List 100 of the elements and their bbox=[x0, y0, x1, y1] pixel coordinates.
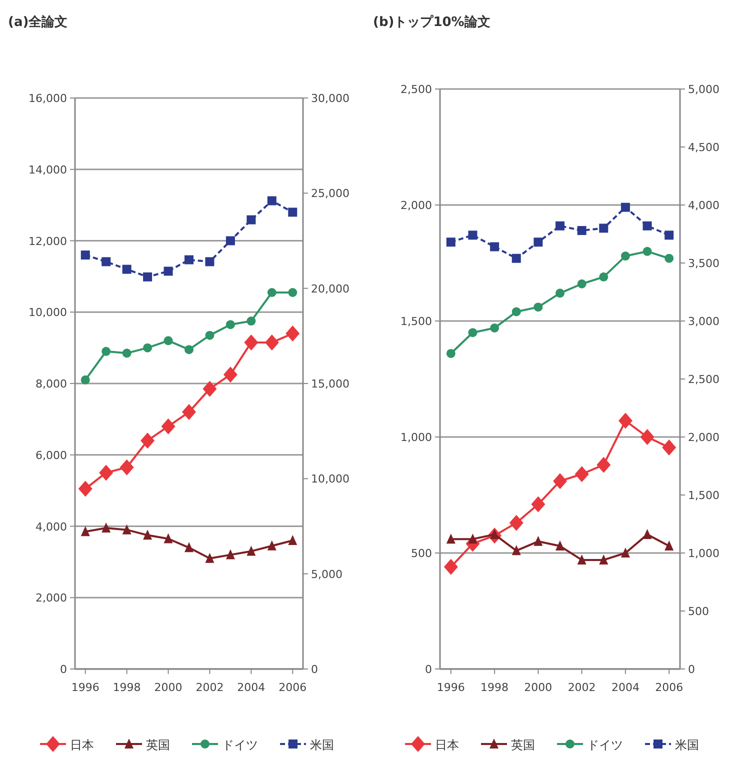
y2-tick-label: 3,000 bbox=[688, 315, 720, 328]
point bbox=[267, 196, 276, 206]
point bbox=[140, 432, 155, 449]
y-tick-label: 500 bbox=[411, 547, 432, 560]
y2-tick-label: 4,000 bbox=[688, 199, 720, 212]
y2-tick-label: 15,000 bbox=[311, 378, 350, 390]
chart-title: (b)トップ10%論文 bbox=[373, 14, 490, 30]
point bbox=[642, 528, 652, 539]
x-tick-label: 2006 bbox=[655, 681, 684, 694]
y-tick-label: 2,000 bbox=[36, 592, 67, 605]
y2-tick-label: 5,000 bbox=[688, 83, 720, 96]
point bbox=[599, 554, 608, 564]
point bbox=[468, 328, 478, 338]
legend-label: 日本 bbox=[70, 738, 94, 752]
legend-label: 米国 bbox=[310, 738, 334, 752]
point bbox=[164, 533, 173, 544]
point bbox=[620, 202, 630, 212]
point bbox=[205, 552, 214, 563]
y2-tick-label: 1,500 bbox=[688, 489, 720, 502]
point bbox=[80, 526, 90, 536]
y2-tick-label: 10,000 bbox=[311, 472, 350, 486]
y2-tick-label: 3,500 bbox=[688, 257, 720, 270]
point bbox=[444, 558, 458, 575]
point bbox=[184, 345, 194, 354]
x-tick-label: 2004 bbox=[237, 681, 266, 694]
point bbox=[80, 375, 90, 384]
point bbox=[556, 288, 564, 298]
point bbox=[205, 330, 214, 340]
point bbox=[534, 302, 543, 312]
legend-label: 英国 bbox=[511, 738, 535, 752]
point bbox=[246, 215, 256, 224]
point bbox=[599, 272, 608, 282]
y2-tick-label: 500 bbox=[688, 605, 709, 618]
point bbox=[143, 272, 152, 282]
point bbox=[512, 545, 521, 556]
point bbox=[226, 236, 235, 246]
y2-tick-label: 0 bbox=[311, 663, 318, 676]
x-tick-label: 1998 bbox=[480, 681, 509, 694]
point bbox=[99, 464, 114, 481]
point bbox=[640, 429, 654, 445]
point bbox=[161, 418, 176, 434]
point bbox=[102, 257, 111, 266]
point bbox=[512, 307, 521, 316]
legend-label: 日本 bbox=[435, 738, 459, 752]
point bbox=[164, 336, 173, 346]
y-tick-label: 0 bbox=[60, 663, 67, 676]
point bbox=[468, 230, 478, 240]
point bbox=[577, 279, 586, 288]
point bbox=[122, 524, 132, 534]
point bbox=[182, 404, 196, 420]
y-tick-label: 1,000 bbox=[400, 431, 432, 444]
point bbox=[620, 548, 630, 558]
y-tick-label: 6,000 bbox=[36, 448, 67, 462]
point bbox=[577, 226, 586, 236]
point bbox=[664, 230, 674, 240]
point bbox=[288, 208, 298, 217]
point bbox=[288, 535, 298, 546]
point bbox=[490, 323, 500, 332]
legend-label: 米国 bbox=[675, 738, 699, 752]
point bbox=[267, 540, 276, 550]
point bbox=[577, 554, 586, 564]
point bbox=[184, 542, 194, 552]
x-tick-label: 2002 bbox=[196, 681, 224, 694]
point bbox=[662, 439, 676, 456]
point bbox=[620, 252, 630, 261]
y2-tick-label: 30,000 bbox=[311, 92, 350, 105]
point bbox=[446, 238, 456, 247]
x-tick-label: 2006 bbox=[278, 681, 307, 694]
point bbox=[80, 250, 90, 260]
point bbox=[556, 221, 564, 230]
x-tick-label: 1996 bbox=[436, 681, 465, 694]
y-tick-label: 1,500 bbox=[400, 315, 432, 328]
y-tick-label: 2,500 bbox=[400, 83, 432, 96]
point bbox=[618, 412, 632, 429]
x-tick-label: 1996 bbox=[71, 681, 100, 694]
point bbox=[534, 238, 543, 247]
chart-title: (a)全論文 bbox=[8, 14, 68, 30]
point bbox=[288, 288, 298, 297]
point bbox=[102, 522, 111, 533]
x-tick-label: 2004 bbox=[611, 681, 640, 694]
y-tick-label: 4,000 bbox=[36, 520, 67, 534]
x-tick-label: 2000 bbox=[524, 681, 552, 694]
y-tick-label: 12,000 bbox=[28, 234, 67, 248]
point bbox=[599, 224, 608, 233]
point bbox=[223, 366, 238, 383]
point bbox=[596, 456, 611, 473]
point bbox=[246, 316, 256, 326]
x-tick-label: 1998 bbox=[112, 681, 141, 694]
point bbox=[509, 514, 524, 531]
x-tick-label: 2000 bbox=[154, 681, 182, 694]
y-tick-label: 16,000 bbox=[28, 92, 67, 105]
point bbox=[184, 255, 194, 264]
point bbox=[664, 254, 674, 263]
y2-tick-label: 20,000 bbox=[311, 282, 350, 296]
point bbox=[446, 348, 456, 358]
point bbox=[574, 466, 589, 482]
point bbox=[267, 288, 276, 297]
point bbox=[226, 320, 235, 330]
point bbox=[246, 546, 256, 556]
legend-label: ドイツ bbox=[587, 738, 623, 752]
